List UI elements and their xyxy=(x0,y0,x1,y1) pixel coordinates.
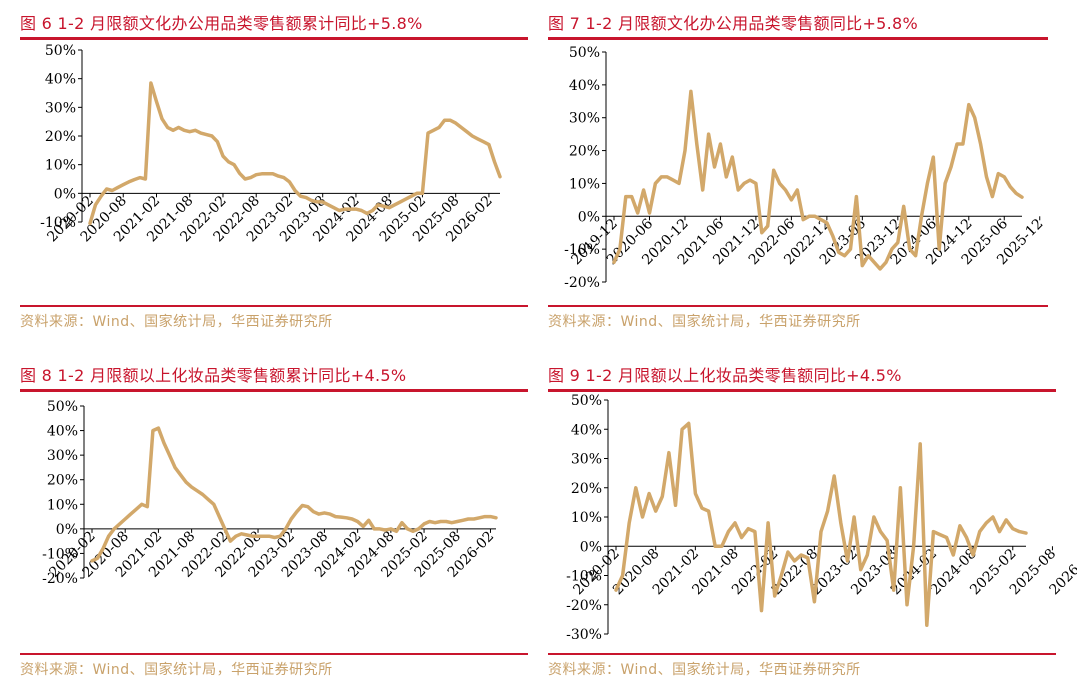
source-rule xyxy=(548,305,1048,307)
y-tick-label: 0% xyxy=(580,539,602,555)
series-line xyxy=(88,81,502,226)
chart-panel-9: 图 9 1-2 月限额以上化妆品类零售额同比+4.5% -30% -20% -10%… xyxy=(548,362,1077,682)
y-tick-label: 50% xyxy=(571,393,602,409)
y-tick-label: 30% xyxy=(47,448,78,464)
source-rule xyxy=(548,653,1056,655)
y-tick-label: 40% xyxy=(45,72,76,88)
y-tick-label: -20% xyxy=(42,571,78,587)
title-rule xyxy=(548,37,1048,40)
y-tick-label: 0% xyxy=(578,209,600,225)
chart-title: 图 7 1-2 月限额文化办公用品类零售额同比+5.8% xyxy=(548,14,919,33)
source-note: 资料来源：Wind、国家统计局，华西证券研究所 xyxy=(20,662,333,678)
y-tick-label: -10% xyxy=(564,242,600,258)
source-note: 资料来源：Wind、国家统计局，华西证券研究所 xyxy=(548,662,861,678)
y-tick-label: 30% xyxy=(571,452,602,468)
title-rule xyxy=(20,37,528,40)
chart-title: 图 9 1-2 月限额以上化妆品类零售额同比+4.5% xyxy=(548,366,902,385)
y-tick-label: 10% xyxy=(571,510,602,526)
y-tick-label: -10% xyxy=(40,215,76,231)
y-tick-label: 30% xyxy=(45,100,76,116)
y-tick-label: 20% xyxy=(45,129,76,145)
series-line xyxy=(90,426,498,563)
y-tick-label: 10% xyxy=(569,176,600,192)
y-tick-label: -20% xyxy=(566,598,602,614)
line-chart: -30%-20%-10%0%10%20%30%40%50%2020-022020… xyxy=(566,393,1077,643)
title-rule xyxy=(20,389,528,392)
y-tick-label: 0% xyxy=(54,186,76,202)
line-chart: -20%-10%0%10%20%30%40%50%2019-122020-062… xyxy=(564,45,1046,291)
chart-panel-8: 图 8 1-2 月限额以上化妆品类零售额累计同比+4.5% -20% -10% 0%… xyxy=(20,362,528,682)
y-tick-label: 40% xyxy=(571,422,602,438)
source-note: 资料来源：Wind、国家统计局，华西证券研究所 xyxy=(20,314,333,330)
chart-title: 图 6 1-2 月限额文化办公用品类零售额累计同比+5.8% xyxy=(20,14,423,33)
y-tick-label: 30% xyxy=(569,111,600,127)
title-rule xyxy=(548,389,1056,392)
y-tick-label: 20% xyxy=(571,481,602,497)
y-tick-label: -30% xyxy=(566,627,602,643)
line-chart: -10%0%10%20%30%40%50%2020-022020-082021-… xyxy=(40,43,502,245)
chart-panel-6: 图 6 1-2 月限额文化办公用品类零售额累计同比+5.8% -10% 0% 10%… xyxy=(20,10,528,340)
y-tick-label: -10% xyxy=(566,569,602,585)
y-tick-label: 10% xyxy=(45,158,76,174)
source-note: 资料来源：Wind、国家统计局，华西证券研究所 xyxy=(548,314,861,330)
series-line xyxy=(612,89,1024,271)
y-tick-label: 40% xyxy=(569,78,600,94)
chart-panel-7: 图 7 1-2 月限额文化办公用品类零售额同比+5.8% -20% -10% 0% 1… xyxy=(548,10,1048,340)
series-line xyxy=(614,421,1028,627)
y-tick-label: -10% xyxy=(42,546,78,562)
y-tick-label: 20% xyxy=(47,473,78,489)
y-tick-label: 20% xyxy=(569,144,600,160)
source-rule xyxy=(20,653,528,655)
y-tick-label: 0% xyxy=(56,522,78,538)
line-chart: -20%-10%0%10%20%30%40%50%2020-022020-082… xyxy=(42,399,498,587)
y-tick-label: 50% xyxy=(569,45,600,61)
y-tick-label: 50% xyxy=(45,43,76,59)
source-rule xyxy=(20,305,528,307)
chart-title: 图 8 1-2 月限额以上化妆品类零售额累计同比+4.5% xyxy=(20,366,407,385)
y-tick-label: 50% xyxy=(47,399,78,415)
y-tick-label: 40% xyxy=(47,424,78,440)
y-tick-label: 10% xyxy=(47,497,78,513)
y-tick-label: -20% xyxy=(564,275,600,291)
